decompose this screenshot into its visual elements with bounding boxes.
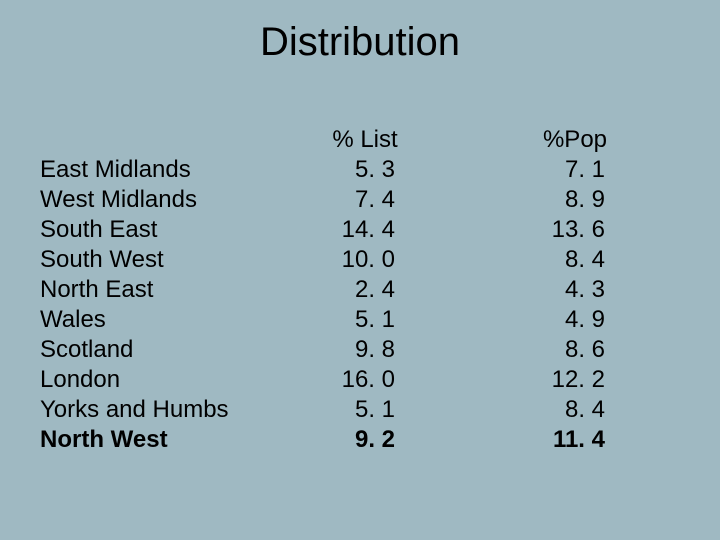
- cell-region: Wales: [40, 305, 260, 335]
- col-header-list: % List: [260, 125, 470, 155]
- cell-list: 9. 2: [260, 425, 470, 455]
- cell-list: 5. 1: [260, 305, 470, 335]
- cell-list: 2. 4: [260, 275, 470, 305]
- distribution-table: % List %Pop East Midlands5. 37. 1West Mi…: [40, 125, 680, 455]
- cell-region: West Midlands: [40, 185, 260, 215]
- cell-list: 9. 8: [260, 335, 470, 365]
- page-title: Distribution: [0, 20, 720, 65]
- cell-pop: 11. 4: [470, 425, 680, 455]
- cell-pop: 4. 9: [470, 305, 680, 335]
- cell-pop: 12. 2: [470, 365, 680, 395]
- cell-list: 16. 0: [260, 365, 470, 395]
- table-row: Yorks and Humbs5. 18. 4: [40, 395, 680, 425]
- cell-region: Yorks and Humbs: [40, 395, 260, 425]
- cell-region: South East: [40, 215, 260, 245]
- cell-list: 5. 3: [260, 155, 470, 185]
- cell-pop: 8. 4: [470, 245, 680, 275]
- cell-pop: 4. 3: [470, 275, 680, 305]
- cell-list: 7. 4: [260, 185, 470, 215]
- col-header-pop: %Pop: [470, 125, 680, 155]
- cell-pop: 13. 6: [470, 215, 680, 245]
- cell-pop: 8. 4: [470, 395, 680, 425]
- cell-list: 5. 1: [260, 395, 470, 425]
- slide: Distribution % List %Pop East Midlands5.…: [0, 0, 720, 540]
- table-row: Scotland9. 88. 6: [40, 335, 680, 365]
- cell-region: South West: [40, 245, 260, 275]
- table-row: North West9. 211. 4: [40, 425, 680, 455]
- cell-region: East Midlands: [40, 155, 260, 185]
- cell-region: London: [40, 365, 260, 395]
- table-row: London16. 012. 2: [40, 365, 680, 395]
- table-row: West Midlands7. 48. 9: [40, 185, 680, 215]
- table-row: Wales5. 14. 9: [40, 305, 680, 335]
- cell-region: North East: [40, 275, 260, 305]
- col-header-region: [40, 125, 260, 155]
- distribution-table-wrap: % List %Pop East Midlands5. 37. 1West Mi…: [40, 125, 680, 455]
- table-row: East Midlands5. 37. 1: [40, 155, 680, 185]
- cell-region: Scotland: [40, 335, 260, 365]
- cell-pop: 7. 1: [470, 155, 680, 185]
- table-row: North East2. 44. 3: [40, 275, 680, 305]
- cell-pop: 8. 6: [470, 335, 680, 365]
- table-row: South West10. 08. 4: [40, 245, 680, 275]
- cell-list: 10. 0: [260, 245, 470, 275]
- cell-list: 14. 4: [260, 215, 470, 245]
- cell-pop: 8. 9: [470, 185, 680, 215]
- table-row: South East14. 413. 6: [40, 215, 680, 245]
- table-body: East Midlands5. 37. 1West Midlands7. 48.…: [40, 155, 680, 455]
- cell-region: North West: [40, 425, 260, 455]
- table-header-row: % List %Pop: [40, 125, 680, 155]
